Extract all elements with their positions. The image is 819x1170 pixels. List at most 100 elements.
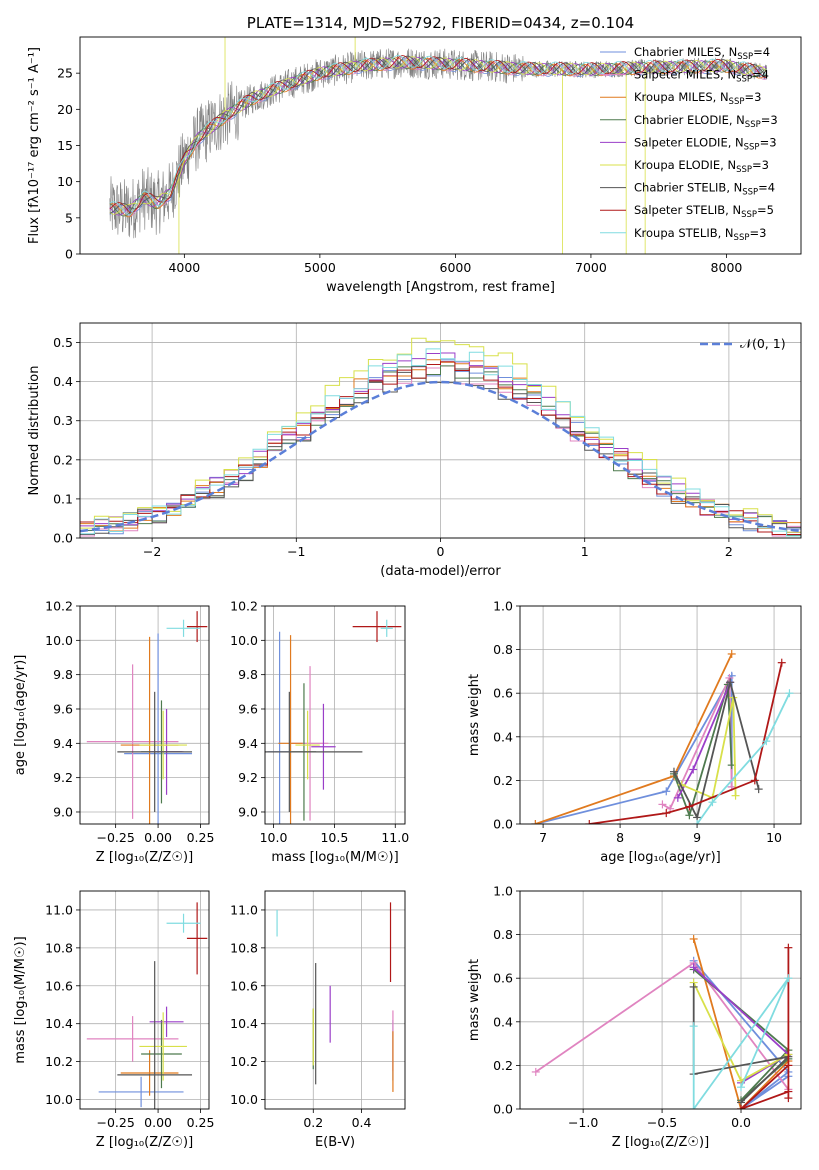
weight-marker <box>750 776 759 785</box>
y-tick-label: 10.2 <box>45 599 73 614</box>
x-axis-label: Z [log₁₀(Z/Z☉)] <box>612 1135 709 1150</box>
y-tick-label: 0.6 <box>493 971 513 986</box>
y-tick-label: 0.1 <box>53 491 73 506</box>
legend-tail: =3 <box>752 158 769 172</box>
legend-entry: Salpeter ELODIE, NSSP=3 <box>634 135 777 152</box>
y-tick-label: 10.0 <box>230 1092 258 1107</box>
x-axis-label: age [log₁₀(age/yr)] <box>600 850 721 865</box>
weight-marker <box>784 974 793 983</box>
legend-tail: =3 <box>744 90 761 104</box>
plot-area <box>86 611 208 824</box>
weight-marker <box>737 1105 746 1109</box>
x-axis-label: E(B-V) <box>315 1135 355 1150</box>
legend-tail: =3 <box>761 113 778 127</box>
y-tick-label: 25 <box>57 66 73 81</box>
y-tick-label: 9.4 <box>53 736 73 751</box>
y-tick-label: 9.8 <box>238 667 258 682</box>
plot-area <box>86 902 208 1109</box>
errorbar-point <box>186 611 208 643</box>
weight-marker <box>685 811 694 820</box>
y-tick-label: 1.0 <box>493 599 513 614</box>
weight-marker <box>689 1105 698 1109</box>
legend-entry: Salpeter STELIB, NSSP=5 <box>634 203 774 220</box>
y-tick-label: 9.8 <box>53 667 73 682</box>
y-tick-label: 9.0 <box>238 804 258 819</box>
legend-tail: =3 <box>749 226 766 240</box>
errorbar-point <box>86 1016 179 1062</box>
y-tick-label: 10.8 <box>45 940 73 955</box>
weight-marker <box>658 800 667 809</box>
x-tick-label: 10.0 <box>260 830 288 845</box>
legend-tail: =5 <box>757 203 774 217</box>
y-tick-label: 5 <box>65 210 73 225</box>
legend-label: Salpeter ELODIE, N <box>634 135 744 149</box>
y-tick-label: 11.0 <box>45 902 73 917</box>
y-tick-label: 10.6 <box>230 978 258 993</box>
weight-marker <box>689 765 698 774</box>
y-tick-label: 10.4 <box>230 1016 258 1031</box>
legend-entry: Chabrier MILES, NSSP=4 <box>634 45 770 62</box>
histogram-series <box>80 337 801 533</box>
x-tick-label: 6000 <box>440 260 472 275</box>
x-tick-label: 0.25 <box>187 830 215 845</box>
chart-mass_vs_ebv: 0.2 0.4 10.0 10.2 10.4 10.6 10.8 11.0 E(B-V) <box>230 890 406 1150</box>
weight-series-line <box>692 977 790 1109</box>
x-tick-label: −0.25 <box>96 1115 134 1130</box>
x-tick-label: 5000 <box>304 260 336 275</box>
errorbar-point <box>117 961 193 1109</box>
legend-sub: SSP <box>742 188 758 198</box>
y-tick-label: 0.5 <box>53 335 73 350</box>
errorbar-point <box>141 1019 182 1089</box>
x-tick-label: 0 <box>437 544 445 559</box>
y-tick-label: 10.6 <box>45 978 73 993</box>
y-tick-label: 9.0 <box>53 804 73 819</box>
x-tick-label: 10 <box>766 830 782 845</box>
y-tick-label: 11.0 <box>230 902 258 917</box>
axes-frame <box>264 890 406 1110</box>
x-tick-label: −1 <box>287 544 305 559</box>
y-axis-label: Normed distribution <box>27 366 42 496</box>
y-axis-label: mass [log₁₀(M/M☉)] <box>13 936 28 1063</box>
legend-sub: SSP <box>734 233 750 243</box>
axes-frame <box>79 605 210 825</box>
weight-series-line <box>693 960 790 1109</box>
plot-area <box>531 934 793 1109</box>
legend-sub: SSP <box>737 52 753 62</box>
legend-tail: =4 <box>752 68 769 82</box>
x-tick-label: 8000 <box>711 260 743 275</box>
weight-marker <box>669 767 678 776</box>
chart-massweight_vs_age: 7 8 9 10 0.0 0.2 0.4 0.6 0.8 1.0 age [log₁₀(age/yr… <box>467 599 802 865</box>
y-tick-label: 0.8 <box>493 642 513 657</box>
chart-age_vs_mass: 10.0 10.5 11.0 9.0 9.2 9.4 9.6 9.8 10.0 10.2 mass … <box>230 599 409 866</box>
gaussian-curve <box>80 380 801 533</box>
weight-series-line <box>673 684 733 819</box>
weight-marker <box>662 809 671 818</box>
plot-area <box>531 649 794 824</box>
legend-label: Chabrier STELIB, N <box>634 181 742 195</box>
errorbar-point <box>311 703 336 790</box>
y-axis-label: mass weight <box>467 674 482 756</box>
x-tick-label: 4000 <box>168 260 200 275</box>
y-tick-label: 0.3 <box>53 413 73 428</box>
y-tick-label: 20 <box>57 102 73 117</box>
x-tick-label: 1 <box>581 544 589 559</box>
weight-marker <box>784 943 793 952</box>
x-tick-label: −0.25 <box>96 830 134 845</box>
y-tick-label: 0.2 <box>493 773 513 788</box>
y-tick-label: 0.2 <box>493 1058 513 1073</box>
y-tick-label: 9.4 <box>238 736 258 751</box>
plot-area <box>109 37 768 254</box>
weight-marker <box>689 934 698 943</box>
x-tick-label: 0.00 <box>144 1115 172 1130</box>
y-tick-label: 10.0 <box>230 633 258 648</box>
y-tick-label: 10.0 <box>45 633 73 648</box>
weight-series-line <box>692 938 790 1109</box>
x-axis-label: Z [log₁₀(Z/Z☉)] <box>96 850 193 865</box>
legend-sub: SSP <box>741 210 757 220</box>
axes-frame <box>264 605 406 825</box>
histogram-series <box>80 365 801 535</box>
weight-marker <box>531 1067 540 1076</box>
y-tick-label: 10.0 <box>45 1092 73 1107</box>
errorbar-point <box>166 619 201 637</box>
x-tick-label: 7000 <box>575 260 607 275</box>
